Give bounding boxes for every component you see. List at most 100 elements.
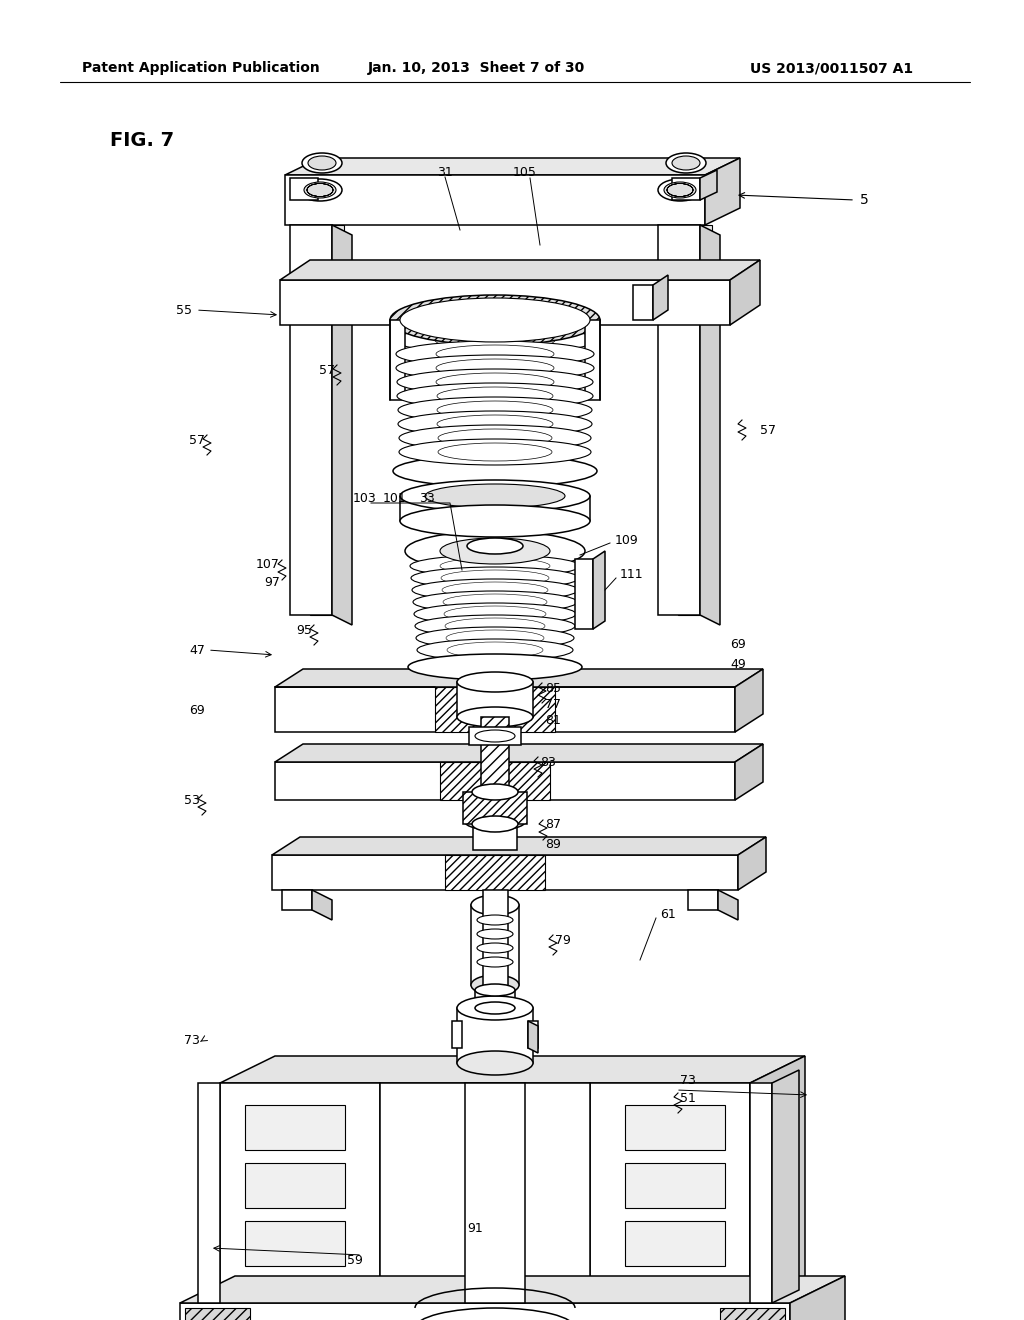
Ellipse shape xyxy=(471,895,519,915)
Bar xyxy=(575,558,593,630)
Bar xyxy=(473,822,517,850)
Text: 89: 89 xyxy=(545,837,561,850)
Text: 31: 31 xyxy=(437,165,453,178)
Bar xyxy=(585,319,600,400)
Ellipse shape xyxy=(415,615,575,638)
Bar xyxy=(720,1308,785,1320)
Text: 49: 49 xyxy=(730,659,745,672)
Text: 79: 79 xyxy=(555,933,570,946)
Text: 51: 51 xyxy=(680,1092,696,1105)
Ellipse shape xyxy=(438,429,552,447)
Ellipse shape xyxy=(396,355,594,381)
Ellipse shape xyxy=(438,444,552,461)
Bar xyxy=(272,855,738,890)
Ellipse shape xyxy=(465,814,525,830)
Ellipse shape xyxy=(477,929,513,939)
Ellipse shape xyxy=(410,554,580,577)
Ellipse shape xyxy=(395,326,595,354)
Ellipse shape xyxy=(471,975,519,995)
Bar xyxy=(483,890,508,995)
Ellipse shape xyxy=(672,156,700,170)
Bar xyxy=(469,727,521,744)
Polygon shape xyxy=(272,837,766,855)
Bar xyxy=(275,686,735,733)
Bar xyxy=(380,1082,590,1303)
Ellipse shape xyxy=(412,579,578,601)
Text: 5: 5 xyxy=(860,193,868,207)
Polygon shape xyxy=(705,158,740,224)
Ellipse shape xyxy=(399,440,591,465)
Ellipse shape xyxy=(472,816,518,832)
Polygon shape xyxy=(312,890,332,920)
Bar xyxy=(471,906,519,985)
Bar xyxy=(625,1163,725,1208)
Polygon shape xyxy=(280,260,760,280)
Polygon shape xyxy=(653,275,668,319)
Text: FIG. 7: FIG. 7 xyxy=(110,131,174,149)
Ellipse shape xyxy=(398,397,592,422)
Ellipse shape xyxy=(475,983,515,997)
Text: 95: 95 xyxy=(296,623,312,636)
Text: 105: 105 xyxy=(513,165,537,178)
Bar xyxy=(245,1105,345,1150)
Polygon shape xyxy=(332,224,352,624)
Ellipse shape xyxy=(408,653,582,680)
Ellipse shape xyxy=(445,618,545,634)
Polygon shape xyxy=(718,890,738,920)
Text: 83: 83 xyxy=(540,755,556,768)
Text: 33: 33 xyxy=(419,491,435,504)
Ellipse shape xyxy=(437,414,553,433)
Bar xyxy=(290,178,318,201)
Text: 59: 59 xyxy=(347,1254,362,1266)
Ellipse shape xyxy=(302,153,342,173)
Bar xyxy=(275,762,735,800)
Ellipse shape xyxy=(416,627,574,649)
Polygon shape xyxy=(180,1276,845,1303)
Ellipse shape xyxy=(436,359,554,378)
Ellipse shape xyxy=(396,341,594,367)
Text: 109: 109 xyxy=(615,533,639,546)
Bar xyxy=(457,682,534,717)
Ellipse shape xyxy=(298,180,342,201)
Ellipse shape xyxy=(397,370,593,395)
Ellipse shape xyxy=(477,957,513,968)
Bar xyxy=(310,224,344,615)
Bar xyxy=(463,792,527,824)
Bar xyxy=(245,1221,345,1266)
Polygon shape xyxy=(738,837,766,890)
Polygon shape xyxy=(285,158,740,176)
Bar xyxy=(180,1303,790,1320)
Polygon shape xyxy=(750,1056,805,1303)
Ellipse shape xyxy=(400,298,590,342)
Bar xyxy=(390,319,406,400)
Text: Patent Application Publication: Patent Application Publication xyxy=(82,61,319,75)
Ellipse shape xyxy=(467,539,523,554)
Ellipse shape xyxy=(413,591,577,612)
Bar xyxy=(280,280,730,325)
Text: 111: 111 xyxy=(620,569,644,582)
Bar xyxy=(475,990,515,1008)
Text: 55: 55 xyxy=(176,304,193,317)
Ellipse shape xyxy=(400,506,590,537)
Polygon shape xyxy=(220,1056,805,1082)
Bar xyxy=(481,717,509,810)
Bar xyxy=(285,176,705,224)
Text: 47: 47 xyxy=(189,644,205,656)
Ellipse shape xyxy=(472,784,518,800)
Text: 97: 97 xyxy=(264,576,280,589)
Ellipse shape xyxy=(457,672,534,692)
Polygon shape xyxy=(735,744,763,800)
Ellipse shape xyxy=(477,915,513,925)
Text: 73: 73 xyxy=(184,1034,200,1047)
Ellipse shape xyxy=(457,1051,534,1074)
Text: US 2013/0011507 A1: US 2013/0011507 A1 xyxy=(750,61,913,75)
Text: 77: 77 xyxy=(545,697,561,710)
Text: 73: 73 xyxy=(680,1073,696,1086)
Ellipse shape xyxy=(446,630,544,645)
Ellipse shape xyxy=(443,594,547,610)
Polygon shape xyxy=(730,260,760,325)
Ellipse shape xyxy=(308,156,336,170)
Bar xyxy=(625,1221,725,1266)
Bar xyxy=(528,1020,538,1048)
Text: 53: 53 xyxy=(184,793,200,807)
